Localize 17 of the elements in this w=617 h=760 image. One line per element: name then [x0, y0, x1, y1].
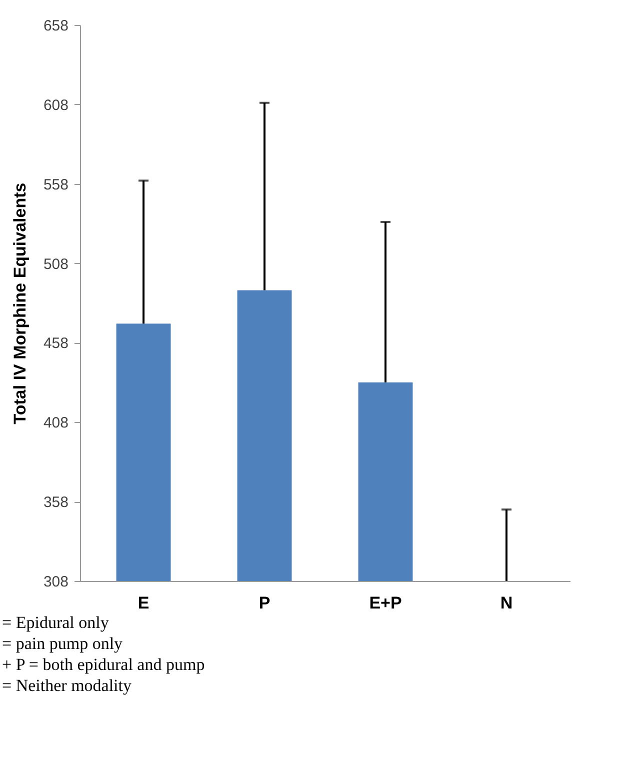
- text: = Neither modality: [2, 675, 133, 696]
- y-axis-title: Total IV Morphine Equivalents: [10, 182, 30, 424]
- x-tick-label: N: [500, 594, 513, 612]
- text: = pain pump only: [2, 633, 124, 654]
- y-tick-label: 358: [43, 494, 68, 512]
- x-tick-label: P: [258, 594, 270, 612]
- text: + P = both epidural and pump: [2, 654, 206, 675]
- y-tick-label: 458: [43, 335, 68, 352]
- y-tick-label: 558: [43, 176, 68, 194]
- y-tick-label: 608: [43, 96, 68, 114]
- y-tick-label: 308: [43, 574, 68, 590]
- x-tick-label: E+P: [369, 594, 402, 612]
- y-tick-label: 508: [43, 256, 68, 273]
- y-tick-label: 408: [43, 414, 68, 432]
- x-tick-label: E: [138, 594, 150, 612]
- y-tick-label: 658: [43, 18, 68, 34]
- text: = Epidural only: [2, 612, 110, 633]
